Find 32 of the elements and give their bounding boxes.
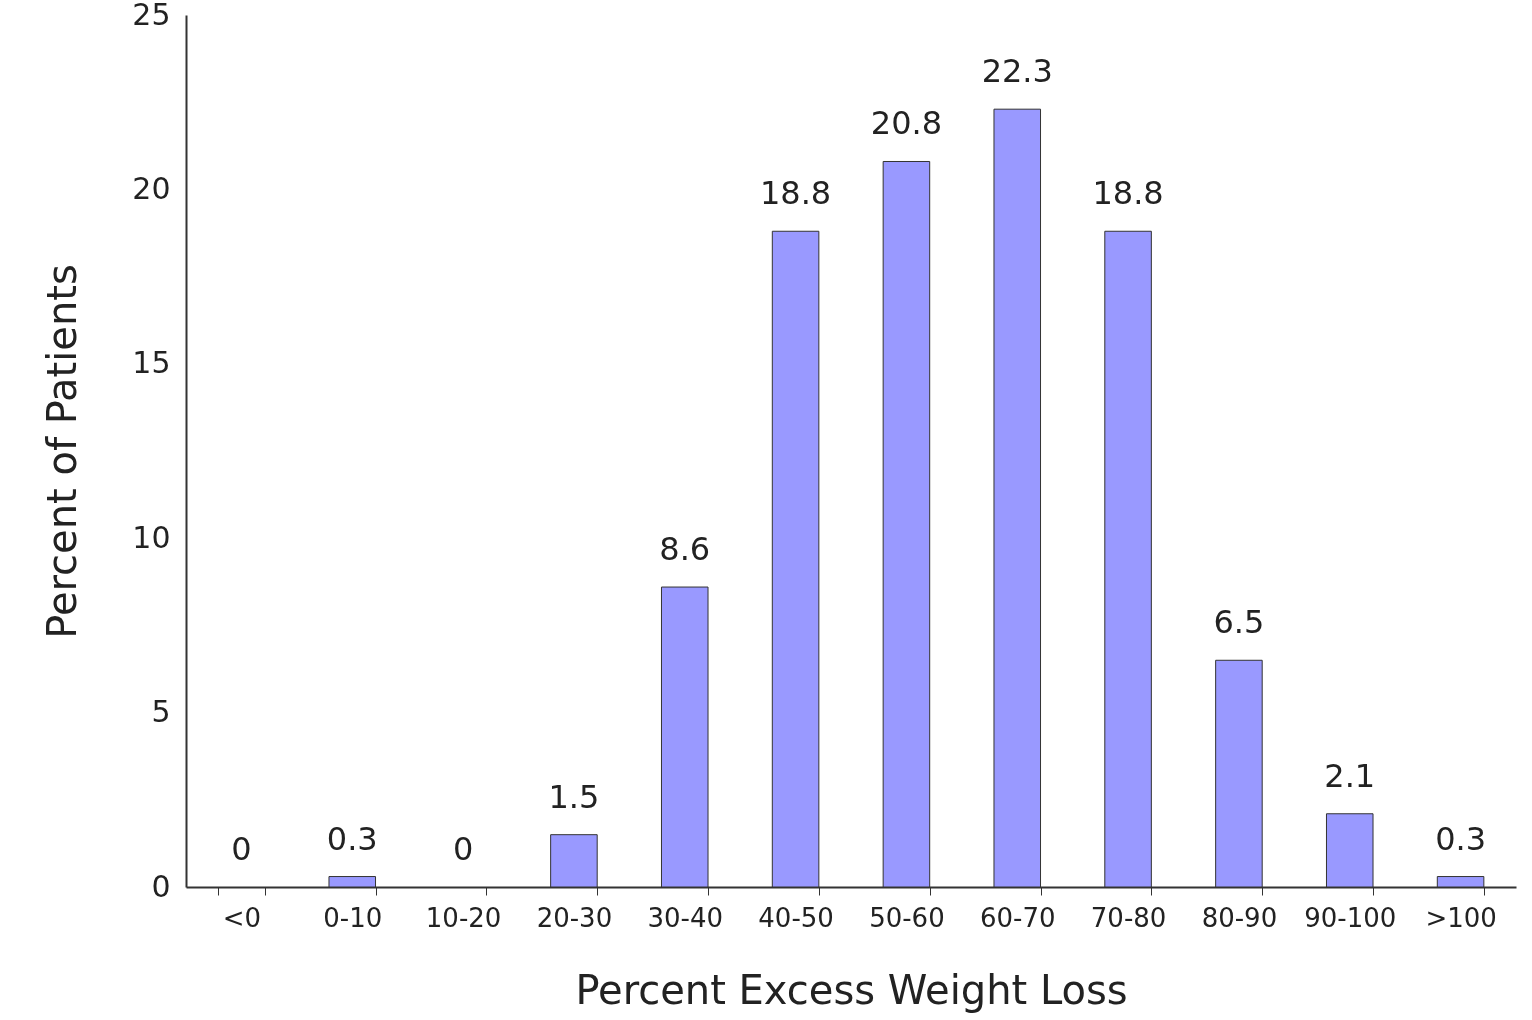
x-tick-label: 20-30 (536, 902, 613, 933)
data-label: 1.5 (548, 777, 600, 816)
x-tick-label: 10-20 (425, 902, 502, 933)
data-label: 20.8 (870, 104, 943, 143)
x-tick-label: 70-80 (1090, 902, 1167, 933)
x-tick-label: <0 (222, 902, 262, 933)
data-label: 2.1 (1324, 756, 1376, 795)
data-label: 0.3 (326, 819, 378, 858)
data-label: 0 (452, 830, 474, 868)
x-tick-label: 50-60 (869, 902, 945, 933)
data-label: 18.8 (759, 174, 832, 213)
data-label: 8.6 (659, 530, 711, 569)
y-axis-title: Percent of Patients (39, 264, 86, 639)
data-label: 18.8 (1092, 174, 1164, 213)
y-tick-label: 20 (132, 170, 171, 206)
x-tick-label: 90-100 (1304, 902, 1397, 933)
y-tick-label: 0 (151, 868, 171, 904)
x-tick-label: 30-40 (647, 902, 724, 933)
x-tick-label: 80-90 (1201, 902, 1278, 933)
data-label: 22.3 (981, 52, 1053, 91)
x-tick-label: >100 (1425, 902, 1497, 933)
x-tick-label: 60-70 (979, 902, 1056, 933)
x-tick-label: 40-50 (758, 902, 834, 933)
data-label: 0.3 (1435, 819, 1487, 858)
x-axis-title: Percent Excess Weight Loss (575, 966, 1128, 1013)
y-tick-label: 15 (132, 345, 171, 381)
data-label: 0 (231, 830, 252, 868)
y-tick-label: 5 (151, 694, 171, 730)
y-tick-label: 25 (132, 0, 171, 32)
x-tick-label: 0-10 (323, 902, 383, 933)
data-label: 6.5 (1213, 603, 1265, 642)
y-tick-label: 10 (132, 519, 171, 555)
